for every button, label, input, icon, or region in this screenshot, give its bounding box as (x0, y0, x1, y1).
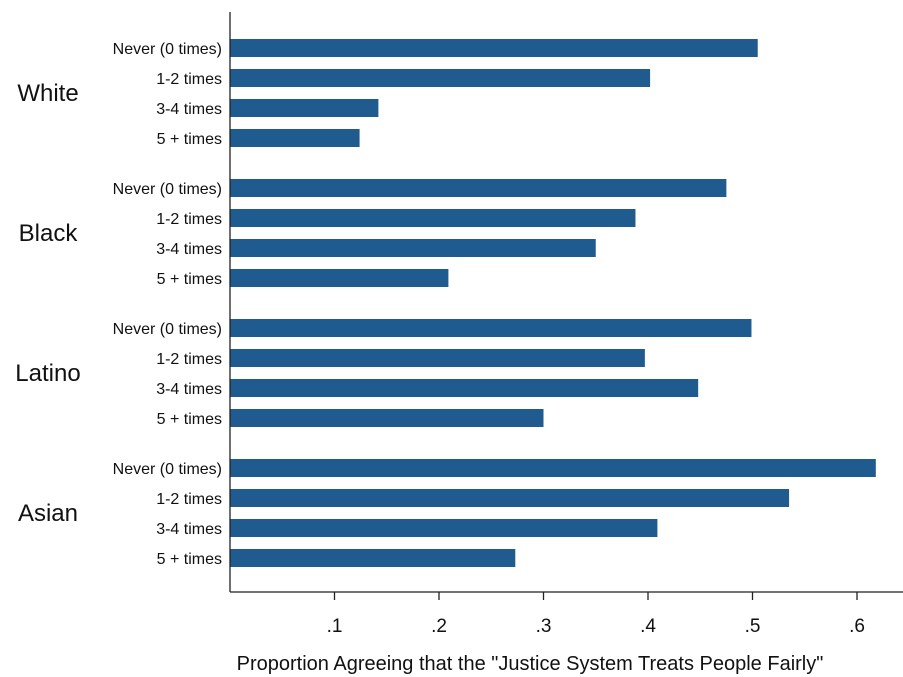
bar-black-2 (230, 239, 596, 257)
category-label: 1-2 times (156, 71, 222, 88)
category-label: 5 + times (157, 411, 222, 428)
bar-black-0 (230, 179, 727, 197)
x-axis-title: Proportion Agreeing that the "Justice Sy… (237, 653, 824, 675)
group-label-white: White (17, 80, 78, 107)
category-label: Never (0 times) (113, 321, 222, 338)
category-label: Never (0 times) (113, 41, 222, 58)
category-label: 5 + times (157, 131, 222, 148)
bar-latino-1 (230, 349, 645, 367)
x-tick-label: .1 (327, 616, 343, 637)
x-tick-label: .6 (849, 616, 865, 637)
category-label: Never (0 times) (113, 181, 222, 198)
group-labels: White Black Latino Asian (15, 80, 80, 527)
category-label: Never (0 times) (113, 461, 222, 478)
axes: .1 .2 .3 .4 .5 .6 (229, 12, 903, 637)
bar-asian-3 (230, 549, 516, 567)
bar-asian-1 (230, 489, 790, 507)
x-tick-label: .4 (640, 616, 656, 637)
bar-black-1 (230, 209, 636, 227)
bar-white-2 (230, 99, 379, 117)
category-label: 5 + times (157, 271, 222, 288)
bar-black-3 (230, 269, 449, 287)
category-label: 3-4 times (156, 101, 222, 118)
category-label: 1-2 times (156, 351, 222, 368)
category-labels: Never (0 times) 1-2 times 3-4 times 5 + tim… (113, 41, 222, 568)
category-label: 5 + times (157, 551, 222, 568)
x-tick-label: .3 (536, 616, 552, 637)
bar-latino-0 (230, 319, 752, 337)
bar-asian-0 (230, 459, 876, 477)
bar-white-0 (230, 39, 758, 57)
bar-white-3 (230, 129, 360, 147)
bar-latino-3 (230, 409, 544, 427)
group-label-black: Black (19, 220, 79, 247)
bars-layer (230, 39, 876, 567)
x-tick-label: .5 (745, 616, 761, 637)
group-label-latino: Latino (15, 360, 80, 387)
category-label: 3-4 times (156, 521, 222, 538)
category-label: 1-2 times (156, 211, 222, 228)
category-label: 3-4 times (156, 241, 222, 258)
category-label: 3-4 times (156, 381, 222, 398)
bar-asian-2 (230, 519, 658, 537)
x-tick-label: .2 (431, 616, 447, 637)
category-label: 1-2 times (156, 491, 222, 508)
group-label-asian: Asian (18, 500, 78, 527)
bar-latino-2 (230, 379, 699, 397)
bar-white-1 (230, 69, 651, 87)
